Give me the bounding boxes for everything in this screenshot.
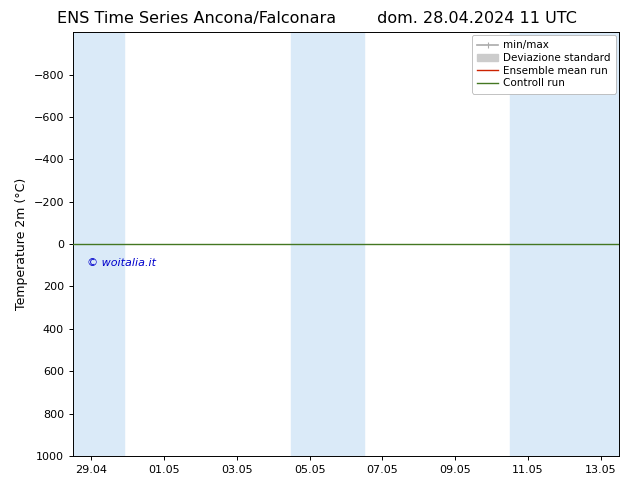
Text: ENS Time Series Ancona/Falconara        dom. 28.04.2024 11 UTC: ENS Time Series Ancona/Falconara dom. 28… xyxy=(57,11,577,26)
Bar xyxy=(510,32,619,456)
Y-axis label: Temperature 2m (°C): Temperature 2m (°C) xyxy=(15,178,28,310)
Text: © woitalia.it: © woitalia.it xyxy=(87,258,156,268)
Bar xyxy=(292,32,365,456)
Legend: min/max, Deviazione standard, Ensemble mean run, Controll run: min/max, Deviazione standard, Ensemble m… xyxy=(472,35,616,94)
Bar xyxy=(73,32,124,456)
